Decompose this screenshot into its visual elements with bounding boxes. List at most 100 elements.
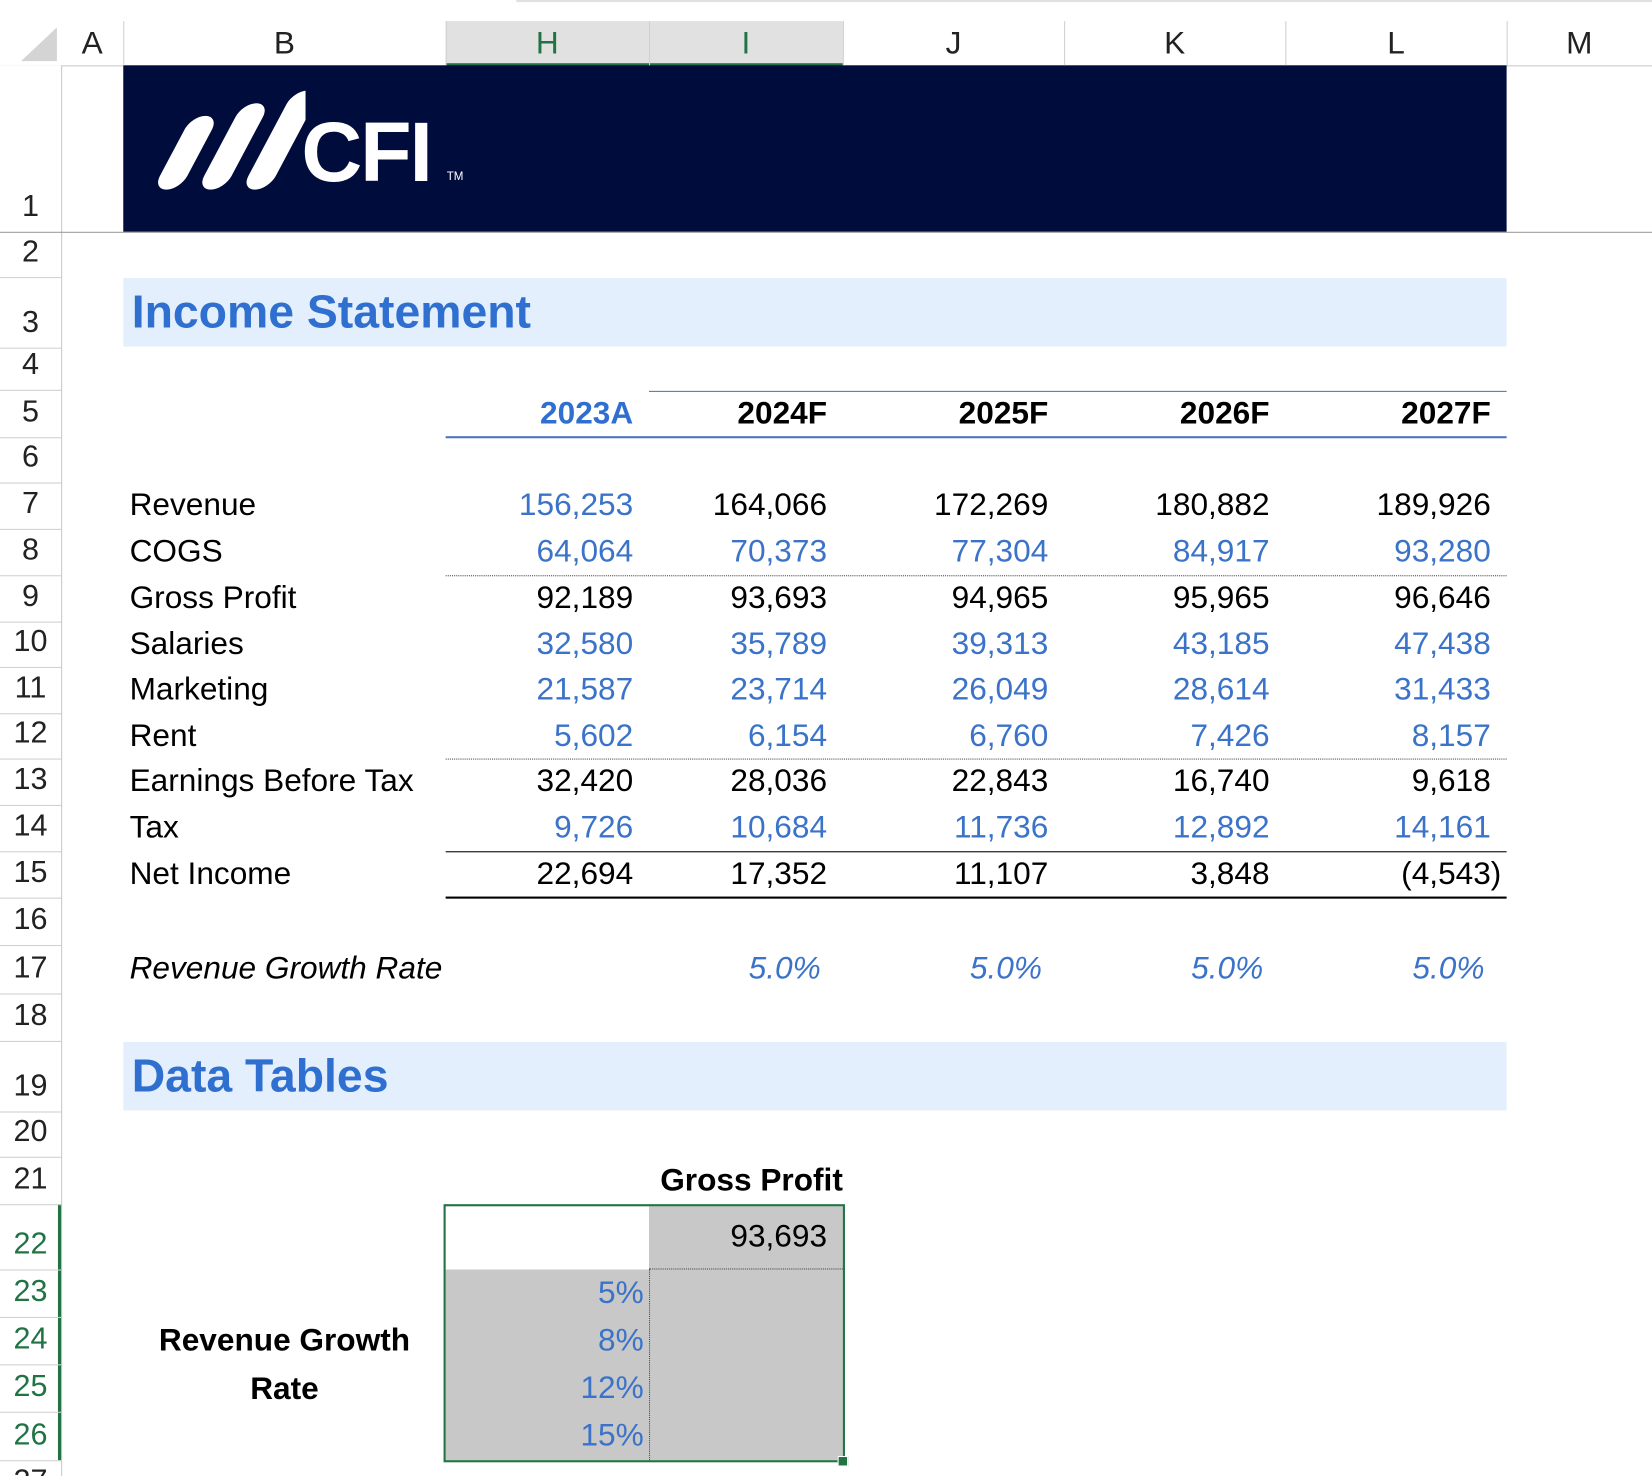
row-label: Tax <box>129 810 179 845</box>
year-header: 2026F <box>1179 395 1270 431</box>
row-label: COGS <box>129 534 223 569</box>
value-cell: 39,313 <box>951 626 1049 662</box>
row-label: Marketing <box>129 672 269 707</box>
section-title: Data Tables <box>131 1050 389 1102</box>
section-title: Income Statement <box>131 286 531 339</box>
value-cell: 22,694 <box>536 856 634 892</box>
row-separator <box>0 437 62 439</box>
value-cell: 189,926 <box>1376 487 1491 523</box>
value-cell: 172,269 <box>934 487 1049 523</box>
table-input: 8% <box>598 1322 644 1358</box>
value-cell: 6,154 <box>747 717 828 753</box>
row-header: 3 <box>22 304 40 339</box>
value-cell: 93,693 <box>730 580 828 616</box>
row-separator <box>0 347 62 349</box>
value-cell: 31,433 <box>1394 672 1491 707</box>
row-header: 24 <box>13 1321 48 1356</box>
column-header: J <box>945 26 962 62</box>
row-label: Rent <box>129 717 197 753</box>
value-cell: 21,587 <box>536 672 634 707</box>
table-fill <box>648 1206 843 1270</box>
value-cell: 11,736 <box>953 810 1049 845</box>
row-header: 12 <box>13 715 48 750</box>
column-header: I <box>741 26 751 62</box>
row-separator <box>0 758 62 760</box>
select-all[interactable] <box>19 25 59 63</box>
column-header: M <box>1566 26 1593 62</box>
row-separator <box>0 621 62 623</box>
logo-mark <box>158 90 306 190</box>
row-separator <box>0 1316 62 1318</box>
logo-banner <box>123 65 1507 232</box>
column-header: L <box>1387 26 1405 62</box>
row-separator <box>0 666 62 668</box>
dotted-border <box>445 758 1507 760</box>
value-cell: 22,843 <box>951 763 1049 799</box>
header-top-border <box>648 390 1507 392</box>
value-cell: 156,253 <box>518 487 634 523</box>
logo-trademark: TM <box>446 170 464 184</box>
row-separator <box>0 897 62 899</box>
value-cell: 6,760 <box>969 717 1049 753</box>
value-cell: 64,064 <box>536 534 634 569</box>
row-label: Gross Profit <box>129 580 297 616</box>
value-cell: 28,614 <box>1172 672 1270 707</box>
dotted-border <box>648 1268 843 1270</box>
column-separator <box>445 21 447 66</box>
row-header: 9 <box>22 578 40 613</box>
row-header: 18 <box>13 998 48 1032</box>
value-cell: 8,157 <box>1411 717 1491 753</box>
value-cell: 32,420 <box>536 763 634 799</box>
section-band <box>123 1041 1507 1111</box>
row-header: 21 <box>13 1161 48 1196</box>
column-header: B <box>273 26 295 62</box>
column-header: A <box>81 26 103 62</box>
table-header: Gross Profit <box>660 1162 843 1198</box>
row-header: 19 <box>13 1068 48 1103</box>
value-cell: 26,049 <box>951 672 1049 707</box>
value-cell: 84,917 <box>1172 534 1270 569</box>
selection-border[interactable] <box>443 1204 845 1463</box>
row-separator <box>0 231 1652 233</box>
growth-cell: 5.0% <box>1191 951 1264 987</box>
fill-handle[interactable] <box>837 1455 849 1467</box>
total-border <box>445 851 1507 853</box>
value-cell: 10,684 <box>730 810 828 845</box>
column-header: H <box>535 26 559 62</box>
row-separator <box>0 277 62 279</box>
value-cell: 12,892 <box>1172 810 1270 845</box>
row-separator <box>0 528 62 530</box>
value-cell: 180,882 <box>1155 487 1270 523</box>
row-separator <box>0 482 62 484</box>
row-separator <box>0 804 62 806</box>
logo-text: CFI <box>301 105 433 200</box>
growth-cell: 5.0% <box>1412 951 1485 987</box>
value-cell: 47,438 <box>1394 626 1491 662</box>
row-header: 11 <box>14 670 47 705</box>
value-cell: 28,036 <box>730 763 828 799</box>
value-cell: 94,965 <box>951 580 1049 616</box>
row-separator <box>0 1411 62 1413</box>
value-cell: 164,066 <box>712 487 828 523</box>
row-separator <box>0 993 62 995</box>
row-label: Salaries <box>129 626 244 662</box>
value-cell: 16,740 <box>1172 763 1270 799</box>
column-separator <box>123 21 125 66</box>
row-header: 16 <box>13 902 48 937</box>
value-cell: 93,280 <box>1394 534 1491 569</box>
row-separator <box>0 1269 62 1271</box>
dotted-border <box>445 575 1507 577</box>
year-header: 2023A <box>540 395 634 431</box>
row-header: 1 <box>22 189 40 223</box>
value-cell: (4,543) <box>1401 856 1502 892</box>
value-cell: 9,618 <box>1411 763 1491 799</box>
dotted-border <box>648 1269 651 1461</box>
row-header-bar <box>0 65 63 1476</box>
row-label: Net Income <box>129 856 292 892</box>
row-header: 14 <box>13 808 48 843</box>
row-header: 23 <box>13 1274 48 1308</box>
table-fill <box>445 1269 843 1461</box>
row-label: Revenue <box>129 487 257 523</box>
section-band <box>123 278 1507 347</box>
